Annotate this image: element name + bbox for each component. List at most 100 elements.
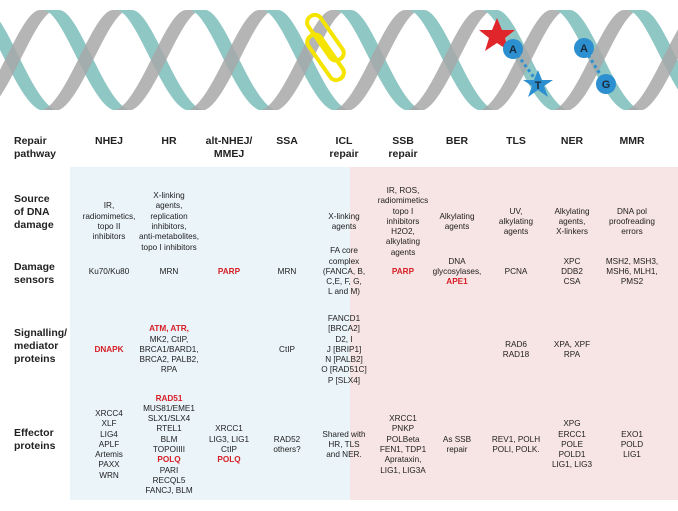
helix-strand-grey <box>116 10 202 110</box>
cell-line: APE1 <box>446 277 468 287</box>
helix-strand-grey <box>481 10 567 110</box>
helix-strand-grey <box>554 10 640 110</box>
cell-line: PARI <box>159 465 179 475</box>
cell-line: REV1, POLH <box>491 434 541 444</box>
column-header: NER <box>560 135 584 147</box>
yellow-chain-icon <box>305 12 346 83</box>
column-header: ICL repair <box>329 135 359 160</box>
table-cell: PARP <box>197 267 261 277</box>
column-header: MMR <box>619 135 645 147</box>
helix-strand-grey <box>43 10 129 110</box>
cell-line: IR, <box>103 201 115 211</box>
cell-line: UV, <box>509 206 523 216</box>
base-pair-left: A T <box>503 39 553 97</box>
table-cell: XPA, XPF RPA <box>542 340 602 361</box>
cell-line: X-linking <box>153 191 185 201</box>
cell-line: radiomimetics <box>377 196 429 206</box>
helix-strand-grey <box>262 10 348 110</box>
table-cell: XRCC1 LIG3, LIG1 CtIP POLQ <box>197 424 261 465</box>
cell-line: CtIP <box>221 444 237 454</box>
cell-line: replication <box>150 211 188 221</box>
cell-line: MK2, CtIP, <box>149 334 189 344</box>
column-header: SSA <box>276 135 298 147</box>
table-cell: MRN <box>261 267 313 277</box>
cell-line: topo I inhibitors <box>141 242 197 252</box>
dna-helix-illustration: A T A G <box>0 10 678 110</box>
cell-line: LIG1, LIG3A <box>380 465 426 475</box>
table-cell: IR, radiomimetics, topo II inhibitors <box>74 201 144 242</box>
column-header: BER <box>445 135 469 147</box>
cell-line: ERCC1 <box>558 429 586 439</box>
cell-line: X-linkers <box>556 227 588 237</box>
cell-line: topo I <box>392 206 414 216</box>
single-strand-damage-background <box>350 167 678 500</box>
table-cell: RAD6 RAD18 <box>483 340 549 361</box>
cell-line: XPC <box>563 256 581 266</box>
cell-line: agents <box>331 221 357 231</box>
cell-line: MSH6, MLH1, <box>606 266 658 276</box>
table-cell: Alkylating agents <box>426 212 488 233</box>
cell-line: POLE <box>561 439 583 449</box>
table-cell: MSH2, MSH3, MSH6, MLH1, PMS2 <box>597 257 667 288</box>
helix-strand-grey <box>335 10 421 110</box>
cell-line: agents <box>444 221 470 231</box>
column-header: alt-NHEJ/ MMEJ <box>205 135 253 160</box>
cell-line: RECQL5 <box>152 475 186 485</box>
base-t: T <box>535 80 542 92</box>
cell-line: DDB2 <box>561 266 583 276</box>
cell-line: Alkylating <box>439 211 475 221</box>
base-a-left: A <box>509 44 517 56</box>
cell-line: BRCA1/BARD1, <box>139 344 199 354</box>
cell-line: MUS81/EME1 <box>143 403 195 413</box>
table-cell: RAD51 MUS81/EME1 SLX1/SLX4 RTEL1 BLM TOPOIIII… <box>128 394 210 497</box>
cell-line: PAXX <box>98 460 120 470</box>
cell-line: SLX1/SLX4 <box>147 414 191 424</box>
cell-line: agents <box>390 247 416 257</box>
cell-line: DNAPK <box>94 344 124 354</box>
cell-line: complex <box>328 256 360 266</box>
cell-line: XRCC1 <box>215 424 243 434</box>
cell-line: CSA <box>563 277 581 287</box>
cell-line: HR, TLS <box>328 439 360 449</box>
cell-line: agents, <box>558 216 586 226</box>
table-cell: RAD52 others? <box>261 435 313 456</box>
cell-line: POLQ <box>217 455 241 465</box>
cell-line: WRN <box>99 470 119 480</box>
cell-line: TOPOIIII <box>152 444 186 454</box>
table-cell: UV, alkylating agents <box>483 207 549 238</box>
table-cell: DNA glycosylases, APE1 <box>426 257 488 288</box>
table-cell: PCNA <box>483 267 549 277</box>
cell-line: MRN <box>277 266 297 276</box>
table-cell: As SSB repair <box>426 435 488 456</box>
cell-line: ATM, ATR, <box>149 324 189 334</box>
table-cell: FA core complex (FANCA, B, C,E, F, G, L and … <box>311 246 377 297</box>
cell-line: FANCD1 <box>327 313 361 323</box>
cell-line: L and M) <box>327 287 360 297</box>
cell-line: RAD52 <box>273 434 301 444</box>
cell-line: RTEL1 <box>156 424 182 434</box>
cell-line: inhibitors <box>92 232 126 242</box>
cell-line: H2O2, <box>391 227 415 237</box>
cell-line: agents, <box>155 201 183 211</box>
cell-line: FEN1, TDP1 <box>379 444 427 454</box>
cell-line: APLF <box>98 439 120 449</box>
column-header: NHEJ <box>94 135 123 147</box>
cell-line: repair <box>446 444 468 454</box>
cell-line: FANCJ, BLM <box>145 486 193 496</box>
helix-strand-grey <box>408 10 494 110</box>
cell-line: errors <box>621 227 643 237</box>
cell-line: others? <box>273 444 301 454</box>
column-header: HR <box>161 135 177 147</box>
cell-line: inhibitors <box>386 216 420 226</box>
repair-pathway-label: Repair pathway <box>14 135 57 160</box>
helix-strand-grey <box>189 10 275 110</box>
cell-line: Shared with <box>322 429 366 439</box>
cell-line: J [BRIP1] <box>326 344 362 354</box>
table-cell: X-linking agents <box>311 212 377 233</box>
table-cell: Alkylating agents, X-linkers <box>542 207 602 238</box>
cell-line: POLD1 <box>558 450 586 460</box>
cell-line: POLI, POLK. <box>492 444 540 454</box>
table-cell: XPG ERCC1 POLE POLD1 LIG1, LIG3 <box>542 419 602 470</box>
